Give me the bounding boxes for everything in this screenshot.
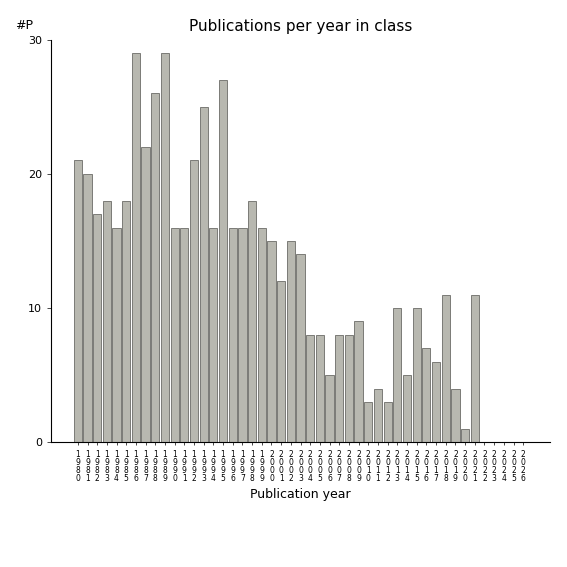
Bar [422,348,430,442]
Bar [277,281,285,442]
Bar [209,227,218,442]
Bar [413,308,421,442]
Bar [297,255,304,442]
Bar [142,147,150,442]
Bar [316,335,324,442]
Bar [229,227,237,442]
Bar [354,321,363,442]
Bar [132,53,140,442]
Bar [268,241,276,442]
Bar [190,160,198,442]
Bar [180,227,188,442]
Bar [345,335,353,442]
Bar [325,375,333,442]
Bar [103,201,111,442]
X-axis label: Publication year: Publication year [250,488,351,501]
Bar [432,362,440,442]
Bar [248,201,256,442]
Bar [335,335,344,442]
Bar [287,241,295,442]
Bar [364,402,373,442]
Bar [122,201,130,442]
Bar [93,214,101,442]
Bar [383,402,392,442]
Bar [74,160,82,442]
Title: Publications per year in class: Publications per year in class [189,19,412,35]
Bar [151,94,159,442]
Bar [161,53,169,442]
Bar [461,429,469,442]
Bar [257,227,266,442]
Bar [200,107,208,442]
Bar [374,388,382,442]
Bar [112,227,121,442]
Bar [442,295,450,442]
Bar [306,335,314,442]
Bar [471,295,479,442]
Bar [238,227,247,442]
Bar [219,80,227,442]
Bar [403,375,411,442]
Y-axis label: #P: #P [15,19,32,32]
Bar [83,174,92,442]
Bar [393,308,401,442]
Bar [171,227,179,442]
Bar [451,388,459,442]
